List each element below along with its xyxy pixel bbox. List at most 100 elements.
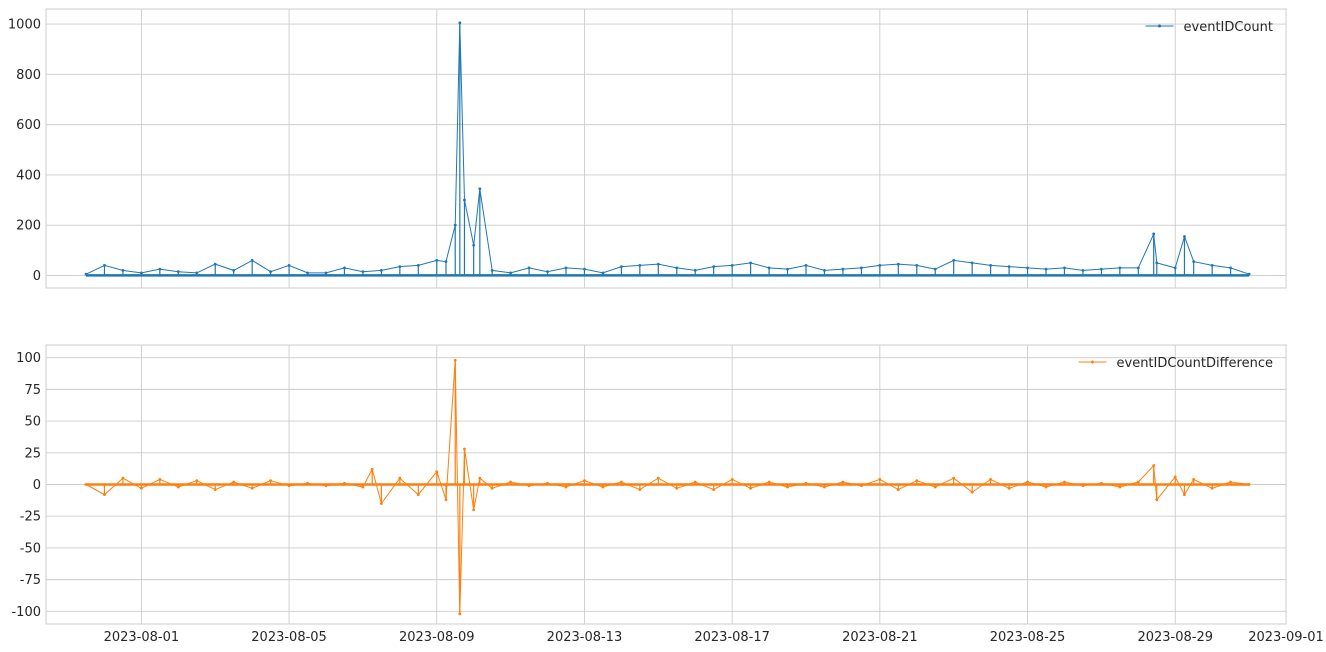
data-point: [638, 488, 642, 491]
data-point: [730, 478, 734, 481]
data-point: [444, 260, 448, 264]
data-point: [933, 485, 937, 489]
data-point: [1229, 480, 1233, 484]
data-point: [564, 266, 568, 270]
data-point: [989, 478, 993, 481]
data-point: [1044, 485, 1048, 489]
data-point: [1155, 498, 1159, 502]
data-point: [343, 481, 346, 485]
x-tick-label: 2023-08-29: [1137, 630, 1213, 645]
data-point: [989, 263, 993, 267]
data-point: [656, 262, 660, 266]
data-point: [379, 502, 383, 505]
data-point: [841, 480, 845, 484]
data-point: [1192, 478, 1196, 481]
data-point: [121, 476, 125, 480]
data-point: [804, 263, 808, 267]
y-tick-label: -50: [20, 541, 41, 556]
legend-label: eventIDCountDifference: [1117, 356, 1274, 371]
data-point: [1152, 232, 1156, 236]
data-point: [564, 485, 568, 489]
data-point: [823, 485, 826, 489]
data-point: [712, 488, 716, 491]
data-point: [1152, 464, 1156, 467]
y-tick-label: -25: [20, 510, 41, 525]
legend-marker: [1091, 360, 1094, 364]
y-tick-label: 100: [16, 351, 41, 366]
data-point: [767, 266, 771, 270]
data-point: [1026, 266, 1029, 270]
x-tick-label: 2023-08-17: [694, 630, 770, 645]
data-point: [619, 265, 623, 269]
data-point: [416, 493, 420, 497]
data-point: [878, 263, 882, 267]
data-point: [509, 480, 513, 484]
data-point: [213, 262, 217, 266]
data-point: [416, 263, 420, 267]
data-point: [896, 262, 900, 266]
data-point: [527, 484, 531, 488]
data-point: [121, 269, 125, 272]
data-point: [1210, 263, 1214, 267]
data-point: [458, 21, 462, 25]
data-point: [478, 476, 482, 480]
data-point: [952, 476, 956, 480]
x-tick-label: 2023-08-05: [251, 630, 327, 645]
y-tick-label: -100: [11, 605, 41, 620]
data-point: [970, 261, 974, 265]
data-point: [472, 243, 476, 247]
data-point: [749, 261, 753, 265]
data-point: [601, 485, 605, 489]
data-point: [84, 272, 88, 276]
bottom-chart-panel: -100 -75 -50 -25 0 25 50 75 100 2023-08-01 2023-08…: [11, 344, 1324, 645]
data-point: [250, 486, 254, 490]
data-point: [693, 269, 697, 272]
data-point: [103, 263, 106, 267]
data-point: [398, 476, 402, 480]
data-point: [804, 481, 808, 485]
data-point: [370, 467, 374, 471]
y-tick-label: 75: [24, 383, 41, 398]
data-point: [306, 271, 309, 275]
data-point: [158, 478, 162, 481]
y-tick-label: 1000: [8, 18, 41, 33]
data-point: [435, 258, 439, 262]
x-tick-label: 2023-08-09: [399, 630, 475, 645]
x-tick-label: 2023-09-01: [1248, 630, 1324, 645]
data-point: [458, 612, 462, 616]
data-point: [463, 198, 466, 202]
data-point: [878, 478, 882, 481]
data-point: [195, 479, 199, 483]
x-tick-label: 2023-08-21: [842, 630, 918, 645]
y-tick-label: 50: [24, 415, 41, 430]
legend-label: eventIDCount: [1184, 20, 1273, 35]
data-point: [103, 493, 106, 497]
data-point: [1081, 269, 1085, 272]
data-point: [361, 270, 365, 274]
data-point: [675, 486, 679, 490]
data-point: [546, 270, 549, 274]
data-point: [841, 267, 845, 271]
data-point: [730, 263, 734, 267]
data-point: [546, 481, 549, 485]
data-point: [933, 267, 937, 271]
data-point: [324, 271, 328, 275]
data-point: [453, 223, 457, 227]
data-point: [453, 358, 457, 362]
data-point: [693, 480, 697, 484]
data-point: [675, 266, 679, 270]
x-tick-label: 2023-08-01: [104, 630, 180, 645]
data-point: [490, 486, 494, 490]
data-point: [490, 269, 494, 272]
data-point: [638, 263, 642, 267]
data-point: [786, 267, 789, 271]
y-tick-label: 0: [33, 478, 41, 493]
legend-marker: [1158, 24, 1162, 28]
data-point: [287, 263, 291, 267]
data-point: [749, 486, 753, 490]
data-point: [1183, 493, 1186, 497]
data-point: [583, 479, 586, 483]
data-point: [619, 480, 623, 484]
data-point: [139, 486, 143, 490]
data-point: [306, 481, 309, 485]
